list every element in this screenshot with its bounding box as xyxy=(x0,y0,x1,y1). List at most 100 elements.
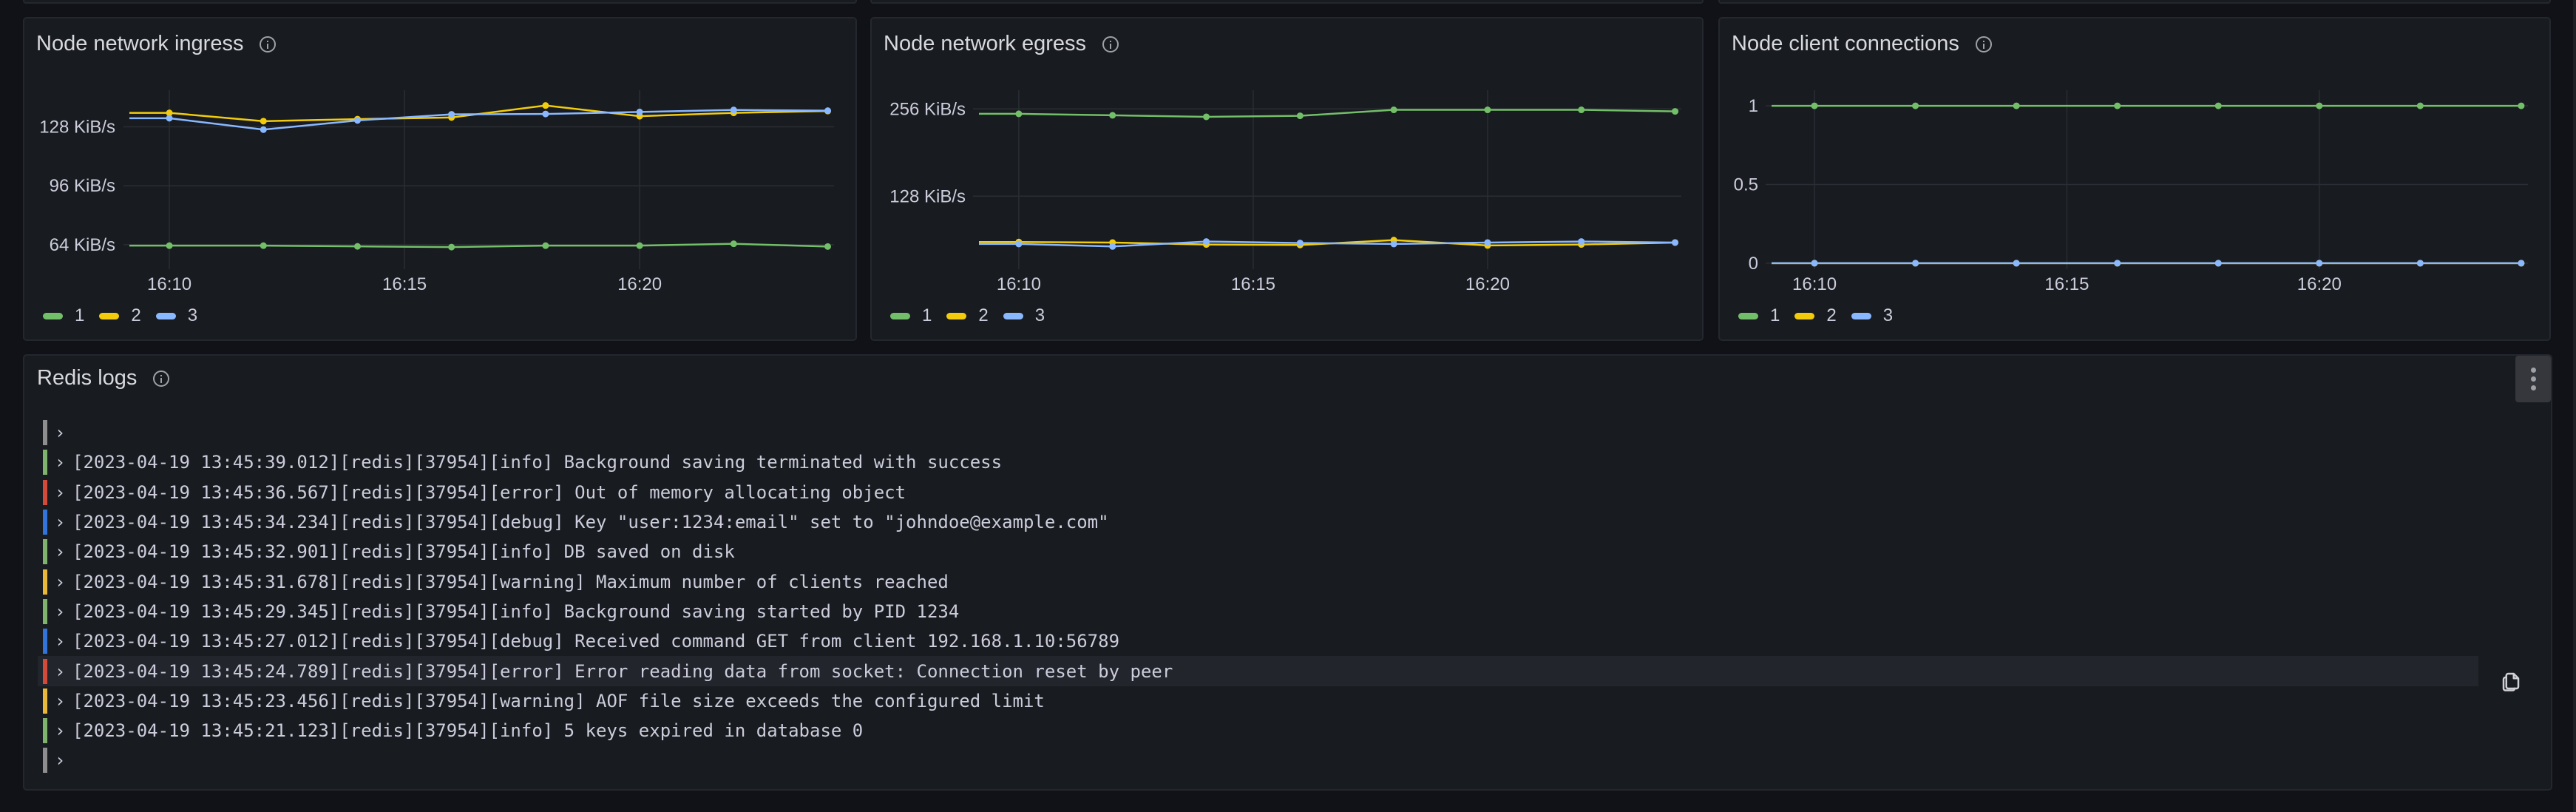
legend-item-2[interactable]: 2 xyxy=(1794,305,1837,326)
data-point-3 xyxy=(2214,260,2222,267)
legend-swatch xyxy=(99,312,120,319)
log-message: [2023-04-19 13:45:27.012][redis][37954][… xyxy=(72,631,1120,652)
log-level-info-indicator xyxy=(43,718,47,744)
data-point-3 xyxy=(1672,239,1679,246)
chevron-right-icon[interactable]: › xyxy=(55,422,66,444)
log-message: [2023-04-19 13:45:31.678][redis][37954][… xyxy=(72,571,949,592)
data-point-3 xyxy=(1390,240,1397,248)
data-point-2 xyxy=(260,118,267,125)
legend-swatch xyxy=(1738,312,1758,319)
chevron-right-icon[interactable]: › xyxy=(55,541,66,563)
data-point-3 xyxy=(1811,260,1818,267)
log-message: [2023-04-19 13:45:29.345][redis][37954][… xyxy=(72,600,960,622)
log-level-error-indicator xyxy=(43,479,47,505)
legend-item-3[interactable]: 3 xyxy=(155,305,197,326)
legend-label: 2 xyxy=(978,305,989,325)
log-level-warning-indicator xyxy=(43,569,47,595)
log-level-error-indicator xyxy=(43,658,47,684)
data-point-3 xyxy=(1296,240,1304,247)
panel-menu-button[interactable] xyxy=(2515,356,2551,402)
info-circle-icon[interactable] xyxy=(153,370,170,387)
panel-above-2 xyxy=(870,0,1704,4)
data-point-1 xyxy=(2114,102,2121,109)
legend-swatch xyxy=(1794,312,1815,319)
log-row[interactable]: › [2023-04-19 13:45:34.234][redis][37954]… xyxy=(38,507,2551,537)
info-circle-icon[interactable] xyxy=(1975,35,1992,53)
legend: 1 2 3 xyxy=(43,305,212,326)
log-row[interactable]: › [2023-04-19 13:45:31.678][redis][37954]… xyxy=(38,566,2551,596)
copy-button[interactable] xyxy=(2481,654,2541,708)
log-row[interactable]: › [2023-04-19 13:45:39.012][redis][37954]… xyxy=(38,447,2551,477)
chevron-right-icon[interactable]: › xyxy=(55,452,66,473)
data-point-3 xyxy=(2316,260,2323,267)
chevron-right-icon[interactable]: › xyxy=(55,481,66,503)
log-level-debug-indicator xyxy=(43,629,47,654)
data-point-1 xyxy=(1109,112,1116,119)
y-tick-label: 0.5 xyxy=(1734,175,1758,194)
info-circle-icon[interactable] xyxy=(260,35,277,53)
log-row[interactable]: › [2023-04-19 13:45:24.789][redis][37954]… xyxy=(38,656,2478,686)
log-row[interactable]: › xyxy=(38,745,2551,775)
log-row[interactable]: › [2023-04-19 13:45:23.456][redis][37954]… xyxy=(38,686,2551,716)
chevron-right-icon[interactable]: › xyxy=(55,660,66,682)
log-level-none-indicator xyxy=(43,420,47,446)
data-point-1 xyxy=(636,242,643,249)
data-point-3 xyxy=(260,126,267,133)
panel-title: Node network egress xyxy=(884,32,1087,55)
x-tick-label: 16:15 xyxy=(1231,274,1275,294)
log-level-warning-indicator xyxy=(43,688,47,714)
chevron-right-icon[interactable]: › xyxy=(55,600,66,622)
data-point-2 xyxy=(542,102,549,109)
chevron-right-icon[interactable]: › xyxy=(55,750,66,771)
log-message: [2023-04-19 13:45:21.123][redis][37954][… xyxy=(72,720,864,742)
copy-icon xyxy=(2502,672,2520,691)
log-row[interactable]: › [2023-04-19 13:45:32.901][redis][37954]… xyxy=(38,537,2551,566)
legend-label: 2 xyxy=(1826,305,1837,325)
series-line-1 xyxy=(979,109,1675,118)
legend-item-3[interactable]: 3 xyxy=(1851,305,1893,326)
data-point-3 xyxy=(2518,260,2525,267)
info-circle-icon[interactable] xyxy=(1102,35,1119,53)
data-point-3 xyxy=(2416,260,2424,267)
page-scrollbar[interactable] xyxy=(2573,0,2576,812)
legend-swatch xyxy=(43,312,63,319)
legend-item-1[interactable]: 1 xyxy=(1738,305,1780,326)
data-point-1 xyxy=(824,243,832,250)
kebab-menu-icon xyxy=(2530,368,2536,390)
log-level-info-indicator xyxy=(43,598,47,624)
legend-item-1[interactable]: 1 xyxy=(890,305,932,326)
data-point-1 xyxy=(260,242,267,249)
legend-item-1[interactable]: 1 xyxy=(43,305,84,326)
data-point-1 xyxy=(2013,102,2020,109)
y-tick-label: 64 KiB/s xyxy=(50,235,115,255)
chevron-right-icon[interactable]: › xyxy=(55,690,66,711)
legend-label: 3 xyxy=(1882,305,1894,325)
log-row[interactable]: › [2023-04-19 13:45:36.567][redis][37954]… xyxy=(38,478,2551,507)
x-tick-label: 16:10 xyxy=(997,274,1041,294)
y-tick-label: 256 KiB/s xyxy=(889,99,966,119)
legend: 1 2 3 xyxy=(890,305,1060,326)
legend-label: 2 xyxy=(131,305,141,325)
chevron-right-icon[interactable]: › xyxy=(55,571,66,592)
log-row[interactable]: › xyxy=(38,418,2551,447)
log-row[interactable]: › [2023-04-19 13:45:21.123][redis][37954]… xyxy=(38,716,2551,745)
ingress-chart: 16:10 16:15 16:20 64 KiB/s 96 KiB/s 128 KiB/s xyxy=(39,90,834,294)
legend-item-2[interactable]: 2 xyxy=(99,305,141,326)
chevron-right-icon[interactable]: › xyxy=(55,512,66,533)
data-point-1 xyxy=(353,243,361,250)
data-point-3 xyxy=(1484,239,1491,246)
panel-node-network-ingress: Node network ingress 16:10 16:15 16:20 64 K… xyxy=(23,17,857,341)
legend-item-2[interactable]: 2 xyxy=(946,305,989,326)
data-point-1 xyxy=(542,242,549,249)
data-point-1 xyxy=(1811,102,1818,109)
log-row[interactable]: › [2023-04-19 13:45:29.345][redis][37954]… xyxy=(38,597,2551,626)
panel-above-1 xyxy=(23,0,857,4)
log-row[interactable]: › [2023-04-19 13:45:27.012][redis][37954]… xyxy=(38,626,2551,656)
data-point-1 xyxy=(2214,102,2222,109)
panel-title: Node client connections xyxy=(1732,32,1959,55)
data-point-3 xyxy=(166,115,173,122)
chevron-right-icon[interactable]: › xyxy=(55,720,66,742)
legend-item-3[interactable]: 3 xyxy=(1003,305,1045,326)
chevron-right-icon[interactable]: › xyxy=(55,631,66,652)
log-level-info-indicator xyxy=(43,450,47,476)
